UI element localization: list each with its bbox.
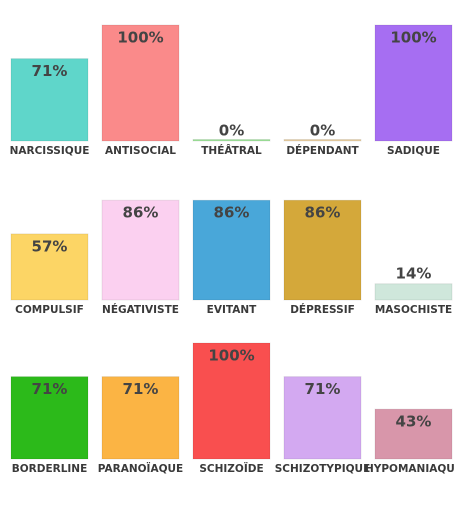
category-label: NARCISSIQUE	[10, 145, 90, 157]
value-label: 86%	[214, 204, 250, 222]
category-label: HYPOMANIAQUE	[365, 463, 455, 475]
value-label: 100%	[390, 29, 436, 47]
bar	[101, 199, 180, 301]
category-label: MASOCHISTE	[375, 304, 452, 316]
category-label: NÉGATIVISTE	[102, 303, 179, 316]
category-label: THÉÂTRAL	[201, 144, 262, 157]
category-label: EVITANT	[207, 304, 257, 316]
bar	[374, 283, 453, 301]
value-label: 100%	[208, 347, 254, 365]
category-label: SCHIZOTYPIQUE	[275, 463, 371, 475]
category-label: COMPULSIF	[15, 304, 84, 316]
value-label: 71%	[123, 380, 159, 398]
bar	[192, 199, 271, 301]
category-label: SADIQUE	[387, 145, 440, 157]
bar	[10, 58, 89, 142]
value-label: 0%	[310, 122, 335, 140]
category-label: DÉPENDANT	[286, 144, 359, 157]
category-label: BORDERLINE	[12, 463, 88, 475]
bar	[192, 139, 271, 142]
bar	[283, 376, 362, 460]
value-label: 0%	[219, 122, 244, 140]
value-label: 14%	[396, 264, 432, 282]
bar	[192, 342, 271, 460]
category-label: ANTISOCIAL	[105, 145, 176, 157]
category-label: SCHIZOÏDE	[199, 461, 263, 475]
value-label: 71%	[32, 380, 68, 398]
bar	[10, 376, 89, 460]
category-label: DÉPRESSIF	[290, 303, 355, 316]
value-label: 86%	[123, 204, 159, 222]
value-label: 71%	[32, 62, 68, 80]
bar	[374, 408, 453, 460]
category-label: PARANOÏAQUE	[98, 461, 183, 475]
value-label: 86%	[305, 204, 341, 222]
bar	[283, 199, 362, 301]
value-label: 43%	[396, 413, 432, 431]
bar	[101, 24, 180, 142]
value-label: 57%	[32, 237, 68, 255]
bar	[10, 233, 89, 301]
value-label: 71%	[305, 380, 341, 398]
bar	[283, 139, 362, 142]
bar	[374, 24, 453, 142]
value-label: 100%	[117, 29, 163, 47]
bar	[101, 376, 180, 460]
